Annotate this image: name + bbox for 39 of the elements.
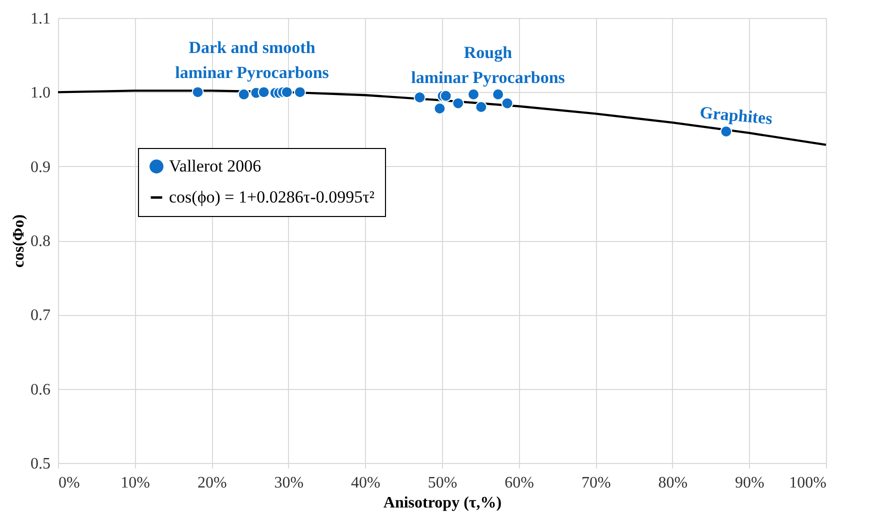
point [258, 86, 270, 98]
x-tick-label: 50% [428, 474, 458, 492]
annotation: Rough laminar Pyrocarbons [411, 43, 566, 87]
legend-label: Vallerot 2006 [169, 156, 262, 176]
y-tick-label: 1.1 [30, 10, 50, 28]
x-tick-label: 80% [658, 474, 688, 492]
point [452, 97, 464, 110]
point [501, 97, 514, 110]
y-axis-title: cos(Φo) [10, 214, 28, 268]
x-tick-label: 90% [735, 474, 764, 492]
point [192, 86, 204, 98]
y-tick-label: 0.5 [30, 456, 50, 472]
point [475, 101, 488, 113]
annotation: Graphites [698, 102, 774, 128]
point [468, 88, 480, 100]
point [492, 88, 504, 100]
x-tick-label: 30% [274, 474, 304, 492]
annotation: Dark and smooth laminar Pyrocarbons [175, 38, 330, 82]
x-tick-label: 10% [120, 474, 150, 492]
point [434, 102, 446, 114]
x-tick-label: 60% [504, 474, 534, 492]
y-tick-label: 0.7 [30, 307, 50, 324]
x-tick-label: 0% [58, 474, 80, 492]
x-axis-title: Anisotropy (τ,%) [383, 494, 502, 512]
x-tick-label: 70% [581, 474, 611, 492]
point [440, 90, 452, 102]
y-tick-label: 0.9 [30, 158, 50, 176]
y-tick-label: 0.6 [30, 381, 50, 398]
point [294, 86, 306, 98]
point [720, 126, 732, 138]
point [238, 88, 250, 100]
y-tick-label: 0.8 [30, 233, 50, 250]
legend-label: cos(ϕo) = 1+0.0286τ-0.0995τ² [169, 188, 375, 206]
x-tick-label: 40% [351, 474, 380, 492]
point [414, 91, 426, 104]
x-tick-label: 20% [197, 474, 227, 492]
point [280, 86, 293, 98]
y-tick-label: 1.0 [30, 84, 50, 102]
x-tick-label: 100% [789, 474, 826, 492]
